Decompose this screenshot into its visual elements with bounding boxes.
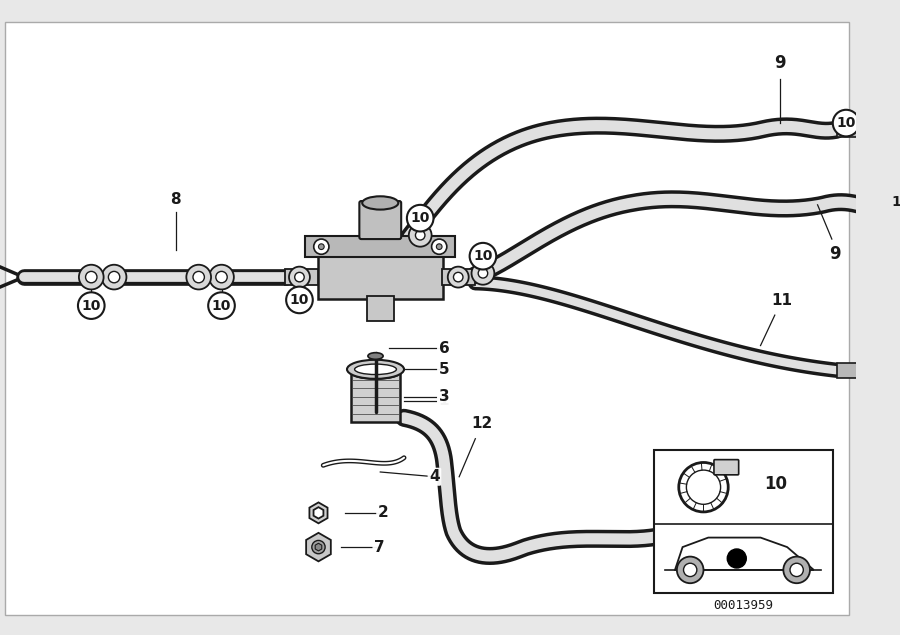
Text: 6: 6 (438, 341, 449, 356)
Ellipse shape (355, 364, 396, 375)
Polygon shape (675, 538, 814, 570)
FancyBboxPatch shape (351, 372, 400, 422)
FancyBboxPatch shape (4, 22, 849, 615)
Text: 8: 8 (171, 192, 181, 207)
Polygon shape (310, 502, 328, 523)
Text: 10: 10 (892, 195, 900, 209)
Circle shape (436, 244, 442, 250)
FancyBboxPatch shape (318, 251, 443, 299)
FancyBboxPatch shape (654, 450, 832, 592)
Circle shape (208, 292, 235, 319)
Ellipse shape (368, 352, 383, 359)
Circle shape (790, 563, 804, 577)
Circle shape (108, 271, 120, 283)
Circle shape (472, 262, 494, 284)
Text: 11: 11 (771, 293, 792, 307)
FancyBboxPatch shape (367, 296, 393, 321)
Circle shape (432, 239, 446, 254)
Circle shape (478, 269, 488, 278)
Ellipse shape (351, 366, 400, 379)
Circle shape (286, 286, 313, 313)
FancyBboxPatch shape (837, 122, 858, 137)
Text: 5: 5 (438, 362, 449, 377)
FancyBboxPatch shape (714, 460, 739, 475)
Text: 12: 12 (472, 416, 492, 431)
Circle shape (677, 557, 704, 583)
Circle shape (102, 265, 126, 290)
Text: 10: 10 (410, 211, 430, 225)
Circle shape (683, 563, 697, 577)
Polygon shape (306, 533, 331, 561)
Polygon shape (315, 544, 322, 551)
Circle shape (209, 265, 234, 290)
Circle shape (216, 271, 227, 283)
Circle shape (314, 239, 328, 254)
Ellipse shape (347, 360, 404, 379)
Circle shape (470, 243, 496, 269)
Circle shape (86, 271, 97, 283)
FancyBboxPatch shape (305, 236, 455, 257)
Circle shape (289, 267, 310, 288)
Circle shape (79, 265, 104, 290)
Ellipse shape (362, 196, 399, 210)
Circle shape (888, 189, 900, 215)
Circle shape (454, 272, 463, 282)
Circle shape (727, 549, 746, 568)
Polygon shape (313, 507, 323, 519)
Circle shape (783, 557, 810, 583)
Circle shape (193, 271, 204, 283)
Circle shape (407, 205, 434, 232)
Text: 10: 10 (764, 476, 788, 493)
Circle shape (832, 110, 859, 137)
Text: 9: 9 (774, 54, 786, 72)
FancyBboxPatch shape (442, 269, 475, 284)
Text: 1: 1 (438, 393, 449, 408)
Circle shape (409, 224, 432, 246)
Text: 4: 4 (429, 469, 440, 485)
Text: 10: 10 (212, 298, 231, 312)
Circle shape (416, 231, 425, 240)
FancyBboxPatch shape (285, 269, 319, 284)
Text: 10: 10 (836, 116, 856, 130)
Circle shape (294, 272, 304, 282)
Circle shape (319, 244, 324, 250)
Text: 3: 3 (438, 389, 449, 404)
Circle shape (311, 540, 325, 554)
Text: 00013959: 00013959 (714, 599, 773, 612)
FancyBboxPatch shape (892, 201, 900, 217)
FancyBboxPatch shape (359, 201, 401, 239)
Text: 10: 10 (473, 249, 492, 263)
Circle shape (448, 267, 469, 288)
Circle shape (186, 265, 211, 290)
Text: 10: 10 (82, 298, 101, 312)
Text: 2: 2 (378, 505, 389, 520)
Text: 7: 7 (374, 540, 384, 554)
FancyBboxPatch shape (837, 363, 858, 378)
Text: 9: 9 (829, 244, 841, 263)
Circle shape (78, 292, 104, 319)
Text: 10: 10 (290, 293, 309, 307)
